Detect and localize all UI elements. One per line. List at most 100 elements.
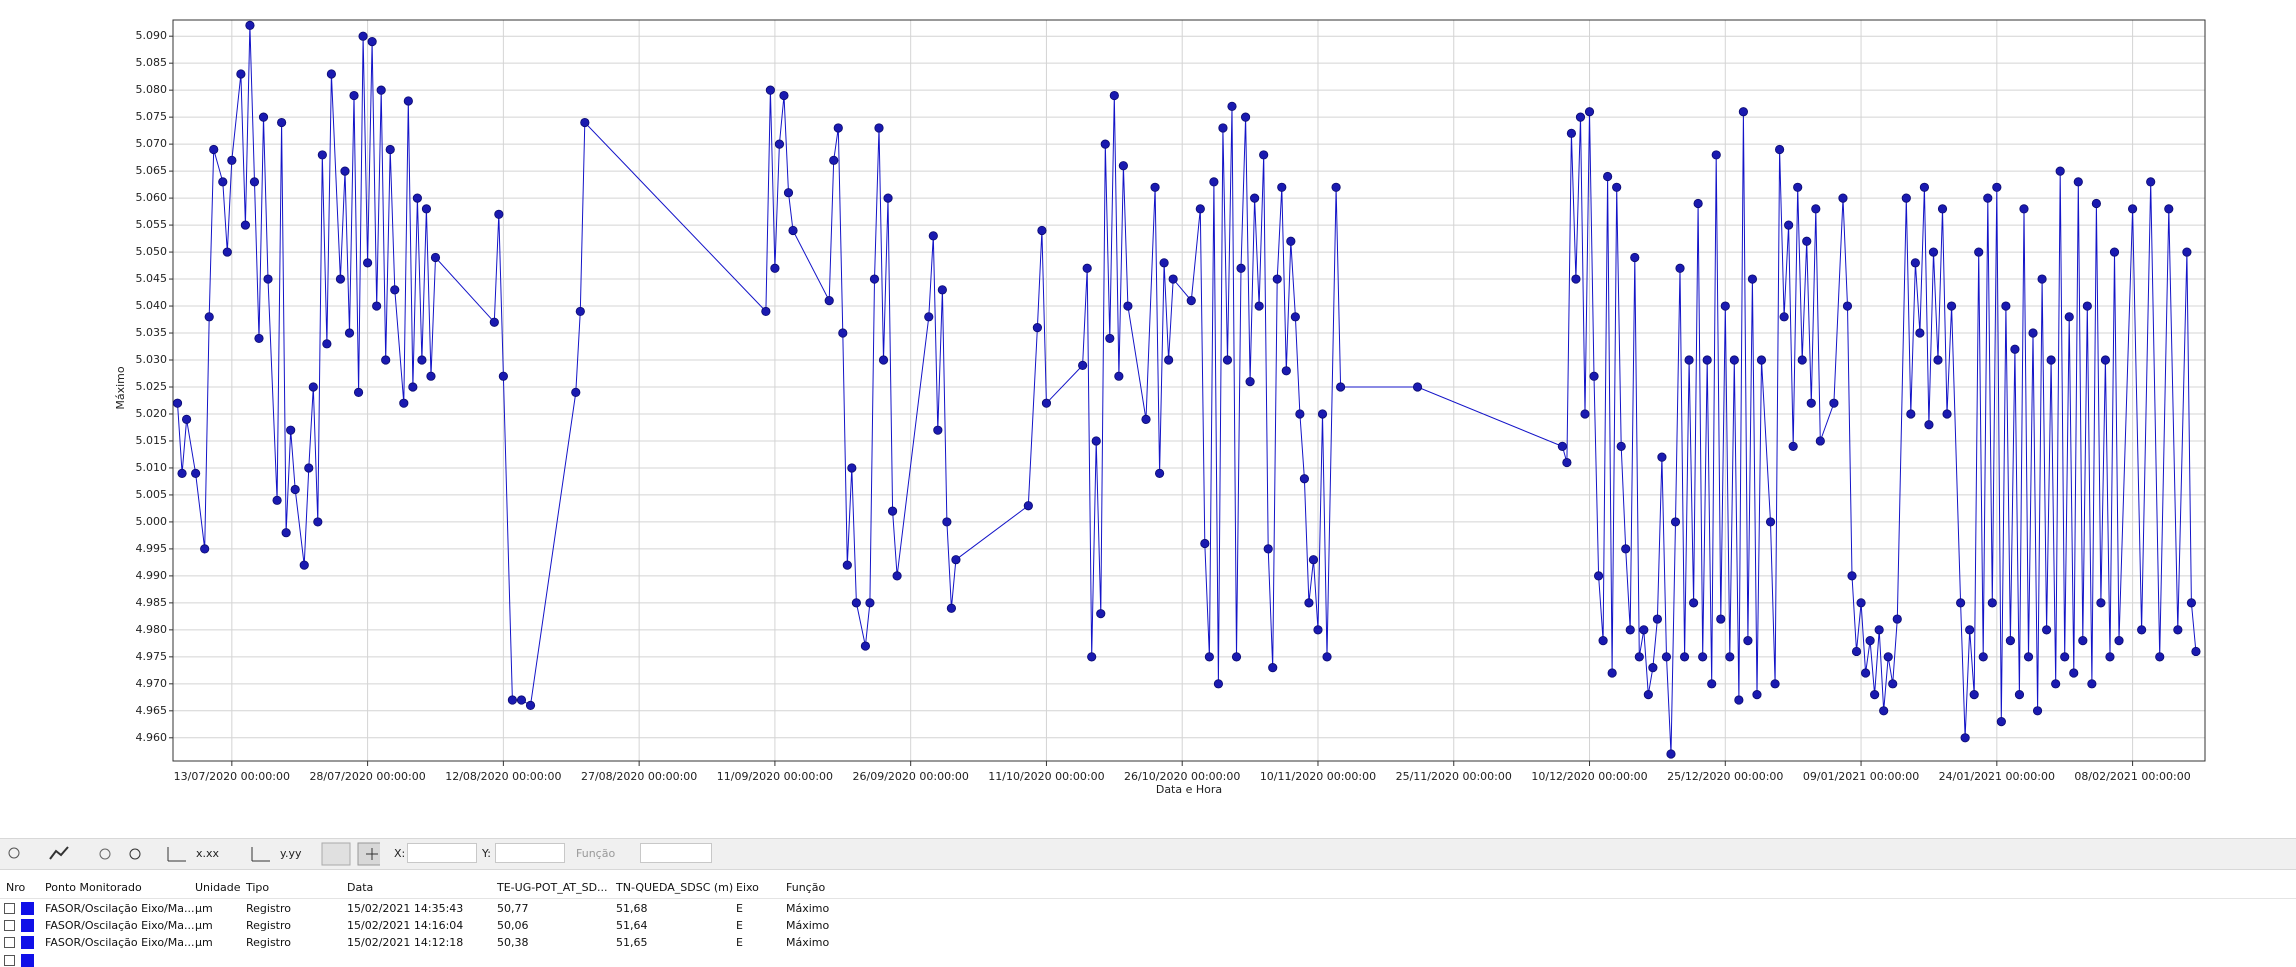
data-point [2186, 598, 2197, 608]
data-point [2087, 679, 2097, 689]
data-point [177, 468, 187, 478]
data-point [924, 312, 934, 322]
data-point [299, 560, 309, 570]
data-point [1272, 274, 1282, 284]
table-cell: 51,65 [616, 936, 648, 949]
series-color [21, 936, 34, 949]
data-point [1281, 366, 1291, 376]
data-point [1571, 274, 1581, 284]
data-point [1240, 112, 1251, 122]
data-point [883, 193, 893, 203]
data-point [2051, 679, 2061, 689]
data-point [1078, 360, 1088, 371]
zoom-icon[interactable] [8, 847, 20, 859]
data-point [1675, 263, 1685, 273]
data-point [313, 517, 323, 527]
data-point [1752, 690, 1762, 700]
data-point [286, 425, 296, 435]
x-axis-label: Data e Hora [1156, 783, 1222, 796]
table-cell: Registro [246, 936, 292, 949]
table-cell: µm [195, 919, 213, 932]
column-header[interactable]: Função [786, 881, 826, 894]
data-point [2109, 247, 2120, 257]
data-point [1969, 690, 1979, 700]
y-tick-label: 4.965 [136, 704, 168, 717]
data-point [2010, 344, 2020, 354]
table-header-bg [0, 876, 2296, 899]
y-tick-label: 5.010 [136, 461, 168, 474]
move-button[interactable] [321, 842, 351, 866]
data-point [2069, 668, 2079, 678]
y-tick-label: 4.990 [136, 569, 168, 582]
function-label[interactable]: Função [576, 847, 616, 860]
data-point [1901, 193, 1911, 203]
data-point [1639, 625, 1649, 635]
table-cell: Registro [246, 919, 292, 932]
data-point [403, 96, 413, 106]
line-icon[interactable] [49, 846, 69, 860]
y-tick-label: 5.045 [136, 272, 168, 285]
data-point [1607, 668, 1617, 678]
column-header[interactable]: Tipo [246, 881, 270, 894]
data-point [1865, 636, 1875, 646]
column-header[interactable]: TE-UG-POT_AT_SD... [497, 881, 608, 894]
y-tick-label: 5.015 [136, 434, 168, 447]
column-header[interactable]: TN-QUEDA_SDSC (m) [616, 881, 734, 894]
data-point [1956, 598, 1966, 608]
data-point [1299, 474, 1310, 484]
data-point [1829, 398, 1839, 408]
data-point [204, 312, 214, 322]
column-header[interactable]: Eixo [736, 881, 759, 894]
data-point [1978, 652, 1988, 662]
pan-icon[interactable] [99, 848, 111, 860]
x-input[interactable] [407, 843, 477, 863]
data-point [1322, 652, 1332, 662]
data-point [833, 123, 843, 133]
data-point [1838, 193, 1848, 203]
function-input[interactable] [640, 843, 712, 863]
table-cell: 51,64 [616, 919, 648, 932]
row-checkbox[interactable] [4, 903, 15, 914]
data-point [263, 274, 273, 284]
data-point [1756, 355, 1767, 365]
data-point [1937, 204, 1948, 214]
data-point [838, 328, 848, 338]
data-point [1702, 355, 1712, 365]
data-point [1657, 452, 1667, 462]
data-point [2037, 274, 2047, 284]
data-point [937, 285, 947, 295]
data-point [1250, 193, 1260, 203]
y-format[interactable]: y.yy [280, 847, 302, 860]
data-point [788, 225, 798, 236]
data-point [290, 484, 300, 495]
data-point [399, 398, 409, 408]
data-point [1996, 717, 2006, 727]
data-point [946, 603, 957, 613]
x-tick-label: 09/01/2021 00:00:00 [1803, 770, 1919, 783]
data-point [1788, 441, 1798, 451]
data-point [1222, 355, 1233, 365]
data-point [892, 571, 902, 581]
x-field-label: X: [394, 847, 406, 860]
x-tick-label: 24/01/2021 00:00:00 [1939, 770, 2055, 783]
x-tick-label: 11/09/2020 00:00:00 [717, 770, 833, 783]
point-icon[interactable] [129, 848, 141, 860]
y-input[interactable] [495, 843, 565, 863]
data-point [1919, 182, 1930, 192]
data-point [1589, 371, 1599, 381]
column-header[interactable]: Ponto Monitorado [45, 881, 142, 894]
data-point [1236, 263, 1246, 273]
data-point [498, 371, 508, 381]
column-header[interactable]: Data [347, 881, 374, 894]
data-point [842, 560, 852, 570]
column-header[interactable]: Unidade [195, 881, 241, 894]
x-format[interactable]: x.xx [196, 847, 220, 860]
data-point [1992, 182, 2002, 192]
y-tick-label: 5.065 [136, 164, 168, 177]
data-point [1032, 323, 1042, 333]
x-tick-label: 10/12/2020 00:00:00 [1531, 770, 1647, 783]
row-checkbox[interactable] [4, 920, 15, 931]
row-checkbox[interactable] [4, 937, 15, 948]
column-header[interactable]: Nro [6, 881, 26, 894]
data-point [426, 371, 436, 381]
